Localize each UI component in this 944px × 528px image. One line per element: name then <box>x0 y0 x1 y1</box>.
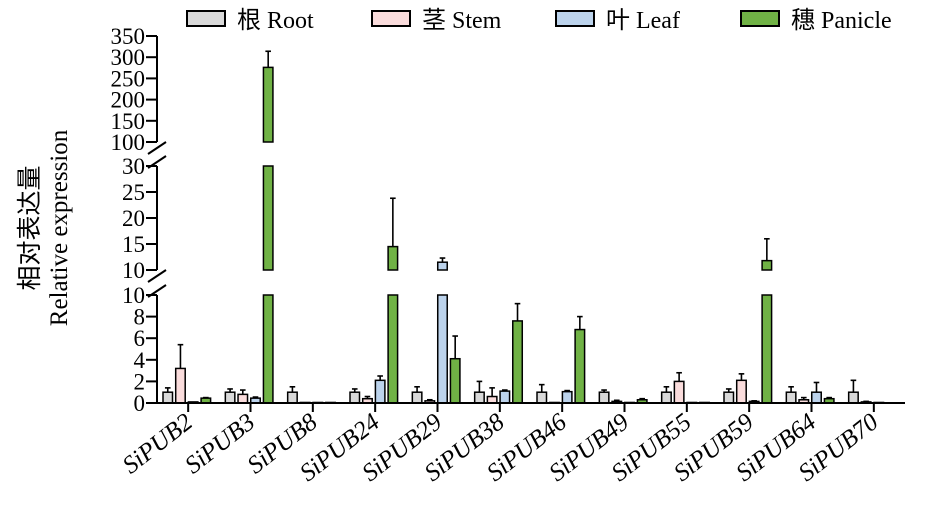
x-category-label: SiPUB2 <box>118 408 198 479</box>
y-tick-label: 0 <box>134 391 146 416</box>
bar <box>473 391 485 404</box>
bar <box>512 320 524 404</box>
y-tick-label: 30 <box>122 154 145 179</box>
bar <box>262 294 274 404</box>
bar <box>436 261 448 271</box>
bar <box>162 391 174 404</box>
y-tick-label: 20 <box>122 206 145 231</box>
bar <box>349 391 361 404</box>
bar <box>735 379 747 404</box>
y-tick-label: 350 <box>111 24 146 49</box>
axis-break-mark <box>147 141 167 155</box>
bar <box>499 390 511 404</box>
bar <box>723 391 735 404</box>
y-tick-label: 10 <box>122 258 145 283</box>
legend-swatch <box>186 10 226 27</box>
bar <box>536 391 548 404</box>
legend-swatch <box>371 10 411 27</box>
y-tick-label: 200 <box>111 88 146 113</box>
legend-swatch <box>740 10 780 27</box>
axis-break-mark <box>147 269 167 283</box>
bar <box>847 391 859 404</box>
bar <box>262 165 274 271</box>
y-tick-label: 250 <box>111 66 146 91</box>
legend-label: 穗 Panicle <box>791 7 892 34</box>
y-tick-label: 6 <box>134 326 146 351</box>
bar <box>449 357 461 404</box>
bar <box>237 393 249 404</box>
bar <box>387 294 399 404</box>
axis-break-mark <box>147 155 167 169</box>
legend-swatch <box>555 10 595 27</box>
x-category-label: SiPUB3 <box>180 408 260 479</box>
bars <box>162 50 885 404</box>
bar <box>374 379 386 404</box>
y-tick-label: 2 <box>134 369 146 394</box>
y-tick-label: 150 <box>111 109 146 134</box>
bar <box>436 294 448 404</box>
bar <box>660 391 672 404</box>
bar <box>262 66 274 143</box>
bar <box>174 367 186 404</box>
x-axis: SiPUB2SiPUB3SiPUB8SiPUB24SiPUB29SiPUB38S… <box>118 402 905 487</box>
bar <box>761 259 773 271</box>
legend-label: 根 Root <box>237 7 314 34</box>
bar <box>673 380 685 404</box>
bar <box>810 391 822 404</box>
bar <box>598 391 610 404</box>
y-tick-label: 25 <box>122 180 145 205</box>
bar <box>286 391 298 404</box>
y-axis-label-english: Relative expression <box>46 129 73 326</box>
legend-label: 叶 Leaf <box>606 8 680 34</box>
bar <box>561 390 573 404</box>
legend-label: 茎 Stem <box>422 7 502 34</box>
axis-break-mark <box>147 284 167 298</box>
bar <box>761 294 773 404</box>
y-tick-label: 4 <box>134 348 146 373</box>
y-tick-label: 10 <box>122 283 145 308</box>
y-tick-label: 8 <box>134 305 146 330</box>
y-tick-label: 300 <box>111 45 146 70</box>
legend: 根 Root 茎 Stem 叶 Leaf 穗 Panicle <box>186 7 892 34</box>
bar <box>574 328 586 404</box>
bar <box>224 391 236 404</box>
y-tick-label: 15 <box>122 232 145 257</box>
bar <box>785 391 797 404</box>
bar <box>411 391 423 404</box>
y-tick-label: 100 <box>111 130 146 155</box>
y-axis-label-chinese: 相对表达量 <box>16 165 44 290</box>
bar <box>387 245 399 271</box>
